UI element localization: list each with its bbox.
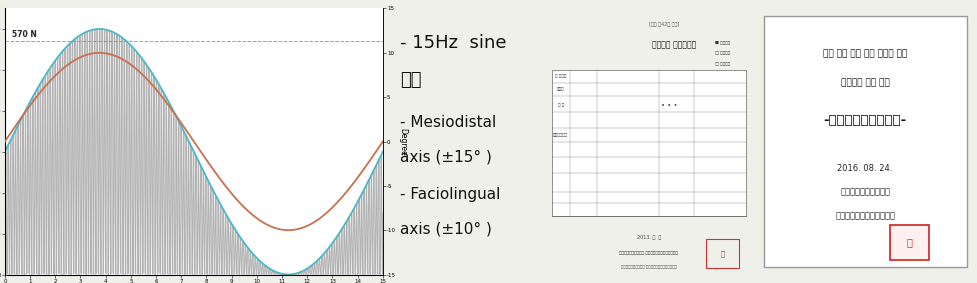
Text: -기술지원결과보고서-: -기술지원결과보고서-	[823, 114, 906, 127]
Text: 2013. 월  일: 2013. 월 일	[636, 235, 660, 240]
Text: 오홈의료산업진흥재단 원단의료기기개발지원센터장: 오홈의료산업진흥재단 원단의료기기개발지원센터장	[620, 265, 676, 269]
Text: 2016. 08. 24.: 2016. 08. 24.	[836, 164, 892, 173]
Text: 연구수행개회: 연구수행개회	[552, 133, 567, 137]
FancyBboxPatch shape	[763, 16, 965, 267]
Text: 주 소: 주 소	[557, 104, 564, 108]
Text: • • •: • • •	[660, 102, 677, 109]
Text: - Mesiodistal: - Mesiodistal	[400, 115, 495, 130]
Text: 저작 모사 다육 피로 하중에 따른: 저작 모사 다육 피로 하중에 따른	[823, 49, 907, 58]
FancyBboxPatch shape	[889, 225, 928, 260]
Text: - Faciolingual: - Faciolingual	[400, 187, 499, 202]
Text: ■ 사업참여: ■ 사업참여	[714, 40, 730, 44]
Text: 인: 인	[906, 238, 912, 248]
Text: 연 구번호: 연 구번호	[555, 74, 566, 78]
Text: [송리 제42호 서식]: [송리 제42호 서식]	[648, 22, 678, 27]
Text: axis (±15° ): axis (±15° )	[400, 150, 491, 165]
Text: - 15Hz  sine: - 15Hz sine	[400, 34, 506, 52]
Bar	[551, 70, 745, 216]
Text: □ 기업환수: □ 기업환수	[714, 62, 730, 66]
Y-axis label: Degree: Degree	[398, 128, 406, 155]
Text: 오응의료산업진흥재단: 오응의료산업진흥재단	[839, 188, 889, 197]
Text: 장비활용 결과보고서: 장비활용 결과보고서	[651, 40, 695, 50]
Text: 오홈의료산업진흥재단 원단의료기기개발지원센터장: 오홈의료산업진흥재단 원단의료기기개발지원센터장	[618, 251, 678, 255]
Text: 파형: 파형	[400, 71, 421, 89]
Text: 570 N: 570 N	[13, 30, 37, 39]
Text: 임플란트 파절 결과: 임플란트 파절 결과	[840, 78, 889, 87]
Text: 기관명: 기관명	[557, 88, 564, 92]
Text: 원단의료기기개발지원센터: 원단의료기기개발지원센터	[834, 211, 894, 220]
Text: axis (±10° ): axis (±10° )	[400, 222, 491, 237]
Text: □ 사업평가: □ 사업평가	[714, 51, 730, 55]
Text: 인: 인	[719, 250, 724, 256]
